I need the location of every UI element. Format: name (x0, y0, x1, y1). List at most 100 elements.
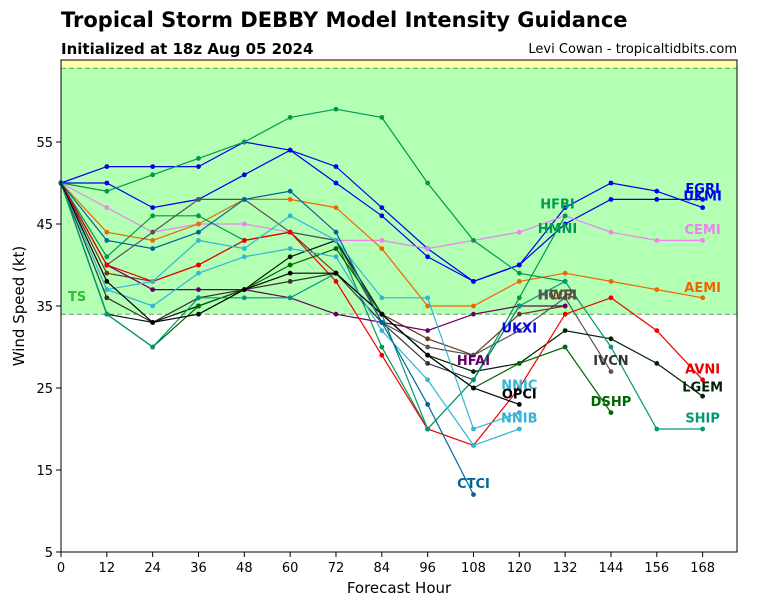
model-label-lgem: LGEM (682, 380, 723, 395)
data-point (150, 344, 156, 350)
data-point (333, 205, 339, 211)
data-point (104, 279, 110, 284)
data-point (333, 106, 339, 112)
data-point (104, 295, 110, 301)
y-tick-label: 5 (45, 546, 53, 561)
data-point (425, 426, 431, 432)
data-point (150, 287, 156, 292)
model-label-avni: AVNI (685, 362, 720, 377)
model-label-nnic: NNIC (501, 379, 537, 394)
data-point (471, 426, 476, 432)
data-point (654, 328, 660, 333)
model-label-hfbi: HFBI (540, 198, 575, 213)
data-point (379, 328, 385, 333)
data-point (104, 238, 110, 243)
data-point (471, 303, 476, 309)
data-point (150, 229, 156, 235)
data-point (379, 320, 385, 325)
data-point (425, 328, 431, 333)
data-point (104, 164, 110, 170)
data-point (150, 172, 156, 178)
x-axis-label: Forecast Hour (347, 579, 452, 597)
data-point (425, 246, 431, 252)
data-point (196, 197, 201, 202)
band-upper-1 (61, 60, 737, 69)
data-point (333, 254, 339, 260)
chart-subtitle: Initialized at 18z Aug 05 2024 (61, 40, 314, 58)
data-point (471, 443, 476, 448)
data-point (379, 295, 385, 301)
data-point (379, 238, 385, 243)
series-avni (58, 180, 706, 448)
x-tick-label: 0 (57, 561, 65, 576)
data-point (608, 369, 614, 374)
data-point (150, 164, 156, 170)
data-point (471, 492, 476, 497)
data-point (241, 139, 247, 145)
data-point (516, 410, 522, 415)
data-point (104, 262, 110, 268)
data-point (608, 197, 614, 202)
data-point (562, 213, 568, 219)
data-point (608, 344, 614, 350)
y-axis-label: Wind Speed (kt) (10, 246, 28, 367)
series-ctci (58, 180, 476, 497)
data-point (425, 377, 431, 383)
data-point (425, 303, 431, 309)
data-point (196, 156, 201, 161)
model-label-ctci: CTCI (457, 477, 490, 492)
band-label-ts: TS (68, 290, 86, 305)
chart-credit: Levi Cowan - tropicaltidbits.com (528, 42, 737, 57)
x-tick-label: 120 (507, 561, 532, 576)
data-point (150, 279, 156, 284)
model-label-ukxi: UKXI (502, 321, 538, 336)
data-point (562, 344, 568, 350)
data-point (516, 385, 522, 391)
data-point (196, 238, 201, 243)
data-point (516, 311, 522, 317)
y-tick-label: 55 (36, 136, 53, 151)
data-point (196, 311, 201, 317)
data-point (608, 410, 614, 415)
data-point (196, 229, 201, 235)
data-point (516, 303, 522, 309)
x-tick-label: 96 (419, 561, 436, 576)
data-point (516, 262, 522, 268)
data-point (150, 238, 156, 243)
data-point (700, 238, 706, 243)
data-point (562, 295, 568, 301)
x-tick-label: 12 (99, 561, 116, 576)
x-tick-label: 60 (282, 561, 299, 576)
data-point (425, 352, 431, 358)
data-point (608, 180, 614, 186)
data-point (654, 188, 660, 194)
data-point (241, 295, 247, 301)
data-point (379, 213, 385, 219)
data-point (562, 328, 568, 333)
data-point (516, 402, 522, 407)
model-label-egri: EGRI (685, 182, 719, 197)
series-line-hfbi (60, 108, 566, 282)
data-point (608, 279, 614, 284)
data-point (333, 229, 339, 235)
data-point (654, 361, 660, 366)
data-point (241, 197, 247, 202)
data-point (104, 270, 110, 276)
data-point (150, 320, 156, 325)
data-point (700, 205, 706, 211)
data-point (516, 229, 522, 235)
data-point (516, 270, 522, 276)
data-point (333, 246, 339, 252)
data-point (104, 254, 110, 260)
data-point (700, 377, 706, 383)
data-point (608, 295, 614, 301)
data-point (516, 426, 522, 432)
data-point (104, 229, 110, 235)
y-tick-label: 45 (36, 218, 53, 233)
data-point (104, 287, 110, 292)
data-point (700, 295, 706, 301)
data-point (150, 246, 156, 252)
data-point (241, 238, 247, 243)
data-point (333, 311, 339, 317)
